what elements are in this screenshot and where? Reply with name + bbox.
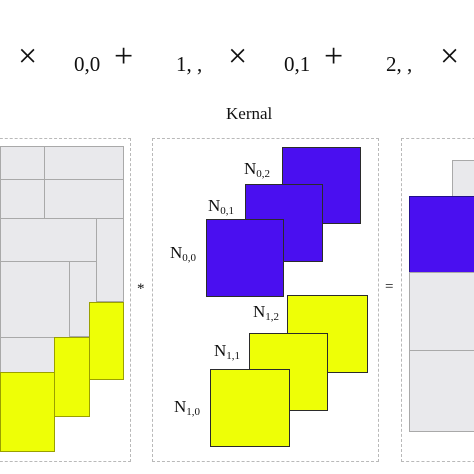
equals-operator: = xyxy=(385,279,394,295)
output-cell xyxy=(409,272,474,351)
kernel-label-n10: N1,0 xyxy=(174,397,201,418)
times-sign-2: × xyxy=(228,38,248,75)
equation-row: × 0,0 + 1, , × 0,1 + 2, , × xyxy=(0,34,474,84)
input-cell xyxy=(44,179,124,219)
output-cell xyxy=(452,160,474,197)
convolve-operator: * xyxy=(137,281,145,297)
plus-sign-2: + xyxy=(324,38,344,75)
subscript-1: 1, , xyxy=(176,52,203,76)
input-cell xyxy=(0,179,45,219)
subscript-2: 2, , xyxy=(386,52,413,76)
input-cell xyxy=(0,146,45,180)
kernel-label-n00: N0,0 xyxy=(170,243,197,264)
plus-sign-1: + xyxy=(114,38,134,75)
input-yellow-cell xyxy=(0,372,55,452)
subscript-0-0: 0,0 xyxy=(74,52,101,76)
input-yellow-cell xyxy=(89,302,124,380)
kernel-label-n02: N0,2 xyxy=(244,159,271,180)
kernel-label-n11: N1,1 xyxy=(214,341,241,362)
input-cell xyxy=(44,146,124,180)
kernel-square-n10 xyxy=(210,369,290,447)
kernel-square-n00 xyxy=(206,219,284,297)
input-cell xyxy=(0,261,70,338)
output-panel xyxy=(401,138,474,462)
kernel-label-n12: N1,2 xyxy=(253,302,280,323)
times-sign-3: × xyxy=(440,38,460,75)
output-blue-cell xyxy=(409,196,474,273)
kernel-label-n01: N0,1 xyxy=(208,196,235,217)
input-yellow-cell xyxy=(54,337,90,417)
times-sign-1: × xyxy=(18,38,38,75)
kernel-panel xyxy=(152,138,379,462)
kernel-title: Kernal xyxy=(226,104,273,123)
input-panel xyxy=(0,138,131,462)
input-cell xyxy=(0,337,55,373)
input-cell xyxy=(0,218,97,262)
subscript-0-1: 0,1 xyxy=(284,52,311,76)
input-cell xyxy=(96,218,124,302)
output-cell xyxy=(409,350,474,432)
